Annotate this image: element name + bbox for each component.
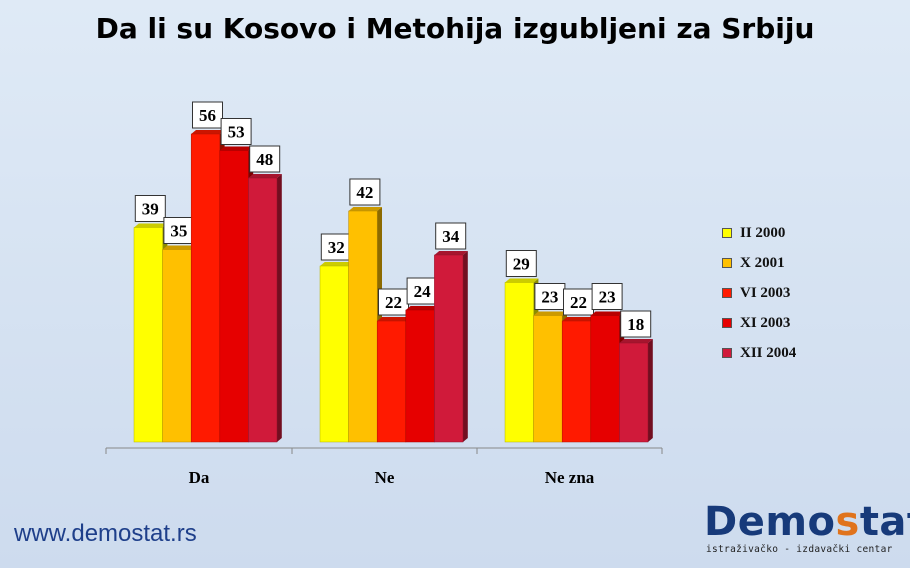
data-label: 34 <box>442 227 460 246</box>
bar-top <box>619 339 653 343</box>
category-label: Ne <box>375 468 395 487</box>
data-label-box <box>320 233 352 261</box>
data-label: 22 <box>570 293 587 312</box>
legend-label: XI 2003 <box>740 314 791 331</box>
bar <box>590 315 620 443</box>
bar-top <box>377 317 411 321</box>
bar <box>248 177 278 443</box>
chart-title: Da li su Kosovo i Metohija izgubljeni za… <box>95 12 815 45</box>
data-label: 29 <box>513 255 530 274</box>
bar <box>219 150 249 443</box>
data-label-box <box>134 195 166 222</box>
bar <box>376 320 407 443</box>
brand-tagline: istraživačko - izdavački centar <box>706 544 893 555</box>
legend-swatch <box>722 258 732 268</box>
bar-side <box>463 251 468 442</box>
bar <box>434 254 464 443</box>
data-label: 22 <box>385 293 402 312</box>
bar-top <box>162 245 196 250</box>
bar-top <box>248 174 282 178</box>
legend-label: X 2001 <box>740 254 785 271</box>
data-label-box <box>505 250 537 277</box>
data-label-box <box>349 178 381 206</box>
data-label-box <box>620 310 652 338</box>
legend-swatch <box>722 228 732 238</box>
legend-swatch <box>722 348 732 358</box>
data-label-box <box>192 101 223 129</box>
data-label-box <box>435 222 467 250</box>
data-label: 48 <box>256 150 273 169</box>
demostat-logo: Demostat istraživačko - izdavački centar <box>704 499 910 555</box>
legend-label: VI 2003 <box>740 284 791 301</box>
data-label: 53 <box>228 123 245 142</box>
bar <box>190 133 221 443</box>
legend-swatch <box>722 318 732 328</box>
bar-top <box>219 146 254 151</box>
data-label-box <box>163 217 195 244</box>
data-label: 24 <box>414 282 432 301</box>
bar <box>561 320 592 443</box>
bar-top <box>562 317 596 321</box>
bar-top <box>134 223 168 228</box>
bar-side <box>648 339 653 442</box>
bar <box>319 265 349 443</box>
bar <box>348 210 378 443</box>
data-label-box <box>378 288 409 316</box>
website-url[interactable]: www.demostat.rs <box>14 520 197 547</box>
data-label: 18 <box>627 315 644 334</box>
data-label: 23 <box>541 288 558 307</box>
bar-top <box>405 306 440 310</box>
legend-item: XI 2003 <box>722 308 796 338</box>
bar <box>504 282 534 443</box>
bar <box>162 249 192 443</box>
bar-top <box>348 207 382 211</box>
data-label-box <box>406 277 438 305</box>
legend-item: II 2000 <box>722 218 796 248</box>
data-label-box <box>249 145 281 173</box>
legend-item: X 2001 <box>722 248 796 278</box>
legend-item: VI 2003 <box>722 278 796 308</box>
data-label-box <box>591 283 623 310</box>
bar <box>619 342 649 443</box>
brand-name: Demostat <box>704 499 910 545</box>
data-label: 23 <box>599 288 616 307</box>
legend: II 2000 X 2001 VI 2003 XI 2003 XII 2004 <box>722 218 796 368</box>
bar-top <box>590 311 625 316</box>
legend-label: XII 2004 <box>740 344 797 361</box>
bar-top <box>505 278 539 283</box>
bar <box>533 315 563 443</box>
bar-top <box>533 311 567 316</box>
category-label: Da <box>189 468 210 487</box>
legend-swatch <box>722 288 732 298</box>
data-label: 39 <box>142 200 159 219</box>
bar-top <box>434 251 468 255</box>
bar <box>405 309 435 443</box>
bar-side <box>277 174 282 442</box>
category-label: Ne zna <box>545 468 595 487</box>
legend-item: XII 2004 <box>722 338 796 368</box>
legend-label: II 2000 <box>740 224 786 241</box>
data-label: 35 <box>170 222 187 241</box>
bar-top <box>191 130 225 134</box>
data-label: 56 <box>199 106 216 125</box>
bar <box>133 227 163 443</box>
data-label-box <box>220 118 252 145</box>
data-label: 32 <box>328 238 345 257</box>
bar-top <box>320 262 354 266</box>
data-label: 42 <box>356 183 373 202</box>
